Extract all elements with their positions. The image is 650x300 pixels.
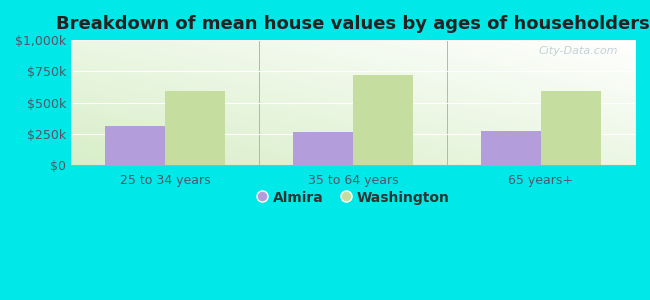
Legend: Almira, Washington: Almira, Washington [251,185,456,210]
Title: Breakdown of mean house values by ages of householders: Breakdown of mean house values by ages o… [56,15,650,33]
Bar [105,126,165,165]
Bar [541,91,601,165]
Bar [481,130,541,165]
Bar [353,75,413,165]
Text: City-Data.com: City-Data.com [539,46,618,56]
Bar [293,133,353,165]
Bar [165,91,225,165]
